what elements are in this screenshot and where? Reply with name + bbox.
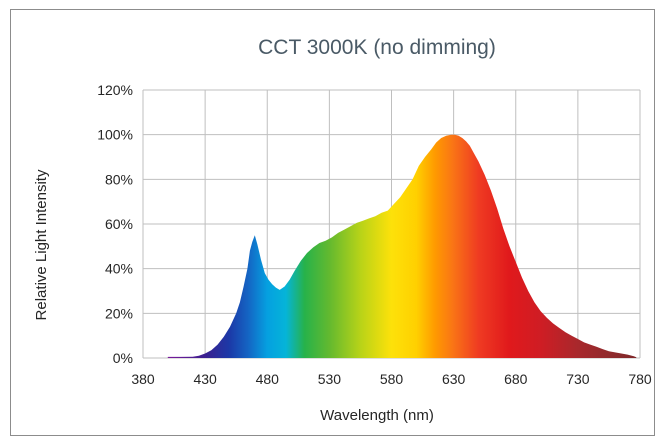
spectrum-chart: CCT 3000K (no dimming) 0% 20% 40% 60% 80% 100… bbox=[33, 36, 652, 424]
chart-title: CCT 3000K (no dimming) bbox=[258, 36, 496, 59]
y-tick-label: 0% bbox=[113, 350, 133, 366]
y-tick-label: 120% bbox=[97, 82, 133, 98]
y-tick-label: 60% bbox=[105, 216, 133, 232]
x-tick-label: 730 bbox=[566, 371, 590, 387]
plot-area bbox=[167, 134, 637, 358]
x-tick-label: 380 bbox=[131, 371, 155, 387]
y-tick-label: 20% bbox=[105, 305, 133, 321]
chart-frame: CCT 3000K (no dimming) 0% 20% 40% 60% 80% 100… bbox=[10, 9, 655, 436]
y-tick-label: 80% bbox=[105, 171, 133, 187]
x-tick-label: 430 bbox=[193, 371, 217, 387]
y-tick-label: 100% bbox=[97, 127, 133, 143]
y-axis-title: Relative Light Intensity bbox=[33, 169, 50, 320]
tick-labels: 0% 20% 40% 60% 80% 100% 120% 380 430 480 530 580 630… bbox=[97, 82, 652, 387]
x-tick-label: 630 bbox=[442, 371, 466, 387]
y-tick-label: 40% bbox=[105, 261, 133, 277]
x-tick-label: 780 bbox=[628, 371, 652, 387]
spectrum-area bbox=[167, 134, 637, 358]
x-tick-label: 530 bbox=[318, 371, 342, 387]
x-tick-label: 480 bbox=[256, 371, 280, 387]
x-axis-title: Wavelength (nm) bbox=[320, 407, 434, 424]
x-tick-label: 580 bbox=[380, 371, 404, 387]
x-tick-label: 680 bbox=[504, 371, 528, 387]
